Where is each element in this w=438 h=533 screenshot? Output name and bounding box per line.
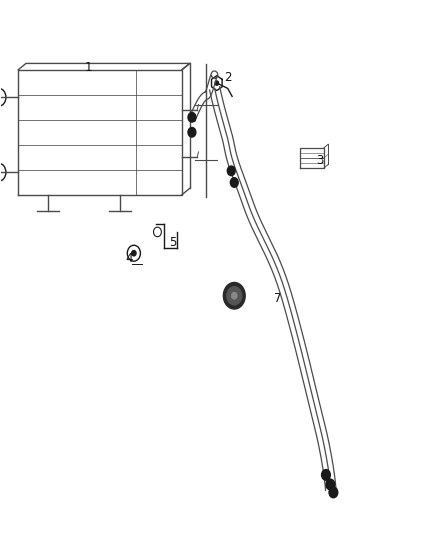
Circle shape [215, 81, 219, 85]
Text: 5: 5 [170, 236, 177, 249]
Text: 3: 3 [316, 154, 323, 167]
Circle shape [132, 251, 136, 256]
Circle shape [188, 127, 196, 137]
Circle shape [230, 177, 238, 187]
Text: 4: 4 [126, 252, 133, 265]
Circle shape [329, 487, 338, 498]
Text: 2: 2 [224, 71, 231, 84]
Circle shape [188, 112, 196, 122]
Circle shape [321, 470, 330, 480]
Circle shape [223, 282, 245, 309]
Text: 1: 1 [84, 61, 92, 74]
Text: 7: 7 [274, 292, 282, 305]
Circle shape [232, 293, 237, 299]
Text: 6: 6 [235, 289, 242, 302]
Circle shape [227, 287, 242, 305]
Circle shape [326, 479, 335, 490]
Circle shape [227, 166, 235, 175]
